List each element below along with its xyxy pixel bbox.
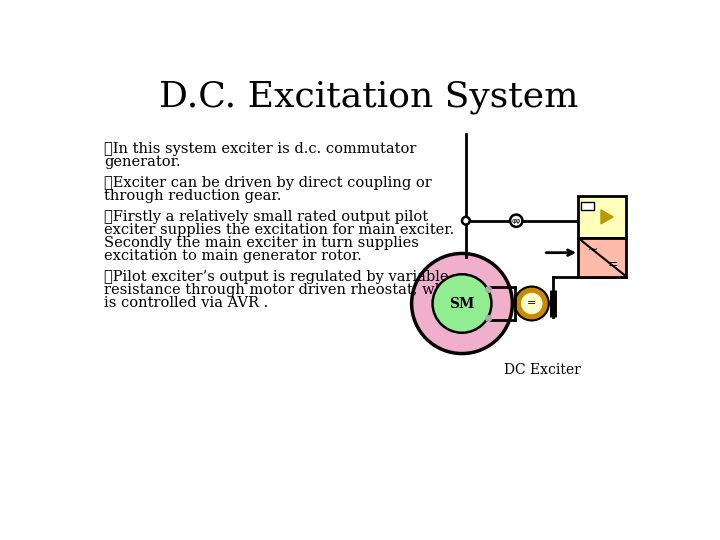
Text: φφ: φφ bbox=[512, 218, 521, 224]
Text: is controlled via AVR .: is controlled via AVR . bbox=[104, 296, 268, 310]
Text: generator.: generator. bbox=[104, 155, 181, 169]
Text: =: = bbox=[608, 259, 618, 272]
Circle shape bbox=[522, 294, 542, 314]
Bar bbox=[578, 195, 626, 238]
Circle shape bbox=[462, 217, 469, 225]
Text: SM: SM bbox=[449, 296, 474, 310]
Text: through reduction gear.: through reduction gear. bbox=[104, 189, 282, 202]
Text: exciter supplies the excitation for main exciter.: exciter supplies the excitation for main… bbox=[104, 222, 454, 237]
Circle shape bbox=[515, 287, 549, 320]
Text: resistance through motor driven rheostat, which: resistance through motor driven rheostat… bbox=[104, 283, 467, 296]
Polygon shape bbox=[601, 210, 613, 224]
Text: ~: ~ bbox=[588, 243, 598, 256]
Text: =: = bbox=[527, 299, 536, 308]
Circle shape bbox=[510, 214, 523, 227]
Text: Secondly the main exciter in turn supplies: Secondly the main exciter in turn suppli… bbox=[104, 236, 419, 249]
Bar bbox=[578, 238, 626, 276]
Text: ➤In this system exciter is d.c. commutator: ➤In this system exciter is d.c. commutat… bbox=[104, 142, 416, 156]
Text: ➤Pilot exciter’s output is regulated by variable: ➤Pilot exciter’s output is regulated by … bbox=[104, 269, 449, 284]
Text: D.C. Excitation System: D.C. Excitation System bbox=[159, 80, 579, 114]
Text: ➤Firstly a relatively small rated output pilot: ➤Firstly a relatively small rated output… bbox=[104, 210, 428, 224]
Text: excitation to main generator rotor.: excitation to main generator rotor. bbox=[104, 249, 361, 263]
Bar bbox=[581, 202, 594, 210]
Circle shape bbox=[412, 253, 513, 354]
Text: ➤Exciter can be driven by direct coupling or: ➤Exciter can be driven by direct couplin… bbox=[104, 176, 432, 190]
Circle shape bbox=[433, 274, 492, 333]
Text: DC Exciter: DC Exciter bbox=[504, 363, 581, 377]
